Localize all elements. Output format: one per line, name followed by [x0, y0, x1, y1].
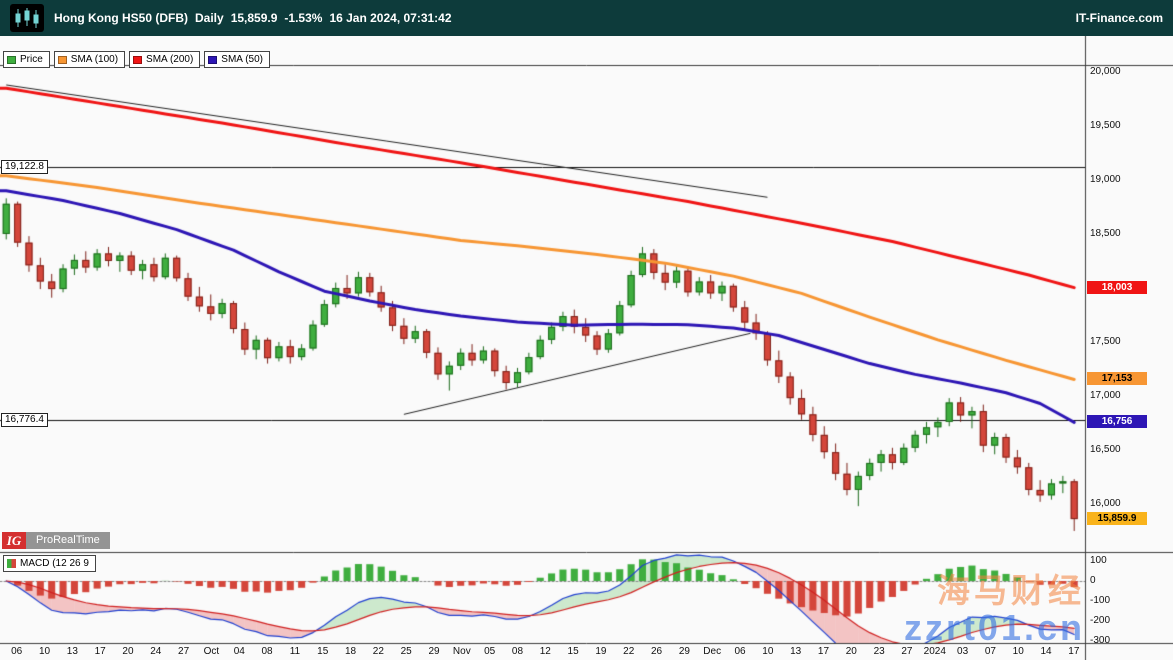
- last-price: 15,859.9: [230, 11, 278, 25]
- date-axis-label: 18: [344, 646, 357, 657]
- date-axis-label: 20: [845, 646, 857, 657]
- date-axis-label: Dec: [703, 646, 722, 657]
- macd-label-text: MACD (12 26 9: [20, 558, 89, 569]
- series-label: SMA (200): [146, 54, 194, 65]
- date-axis-label: 08: [261, 646, 273, 657]
- date-axis-label: 17: [1068, 646, 1080, 657]
- price-axis-label: 17,000: [1090, 389, 1121, 401]
- price-axis-label: 19,000: [1090, 173, 1121, 185]
- date-axis-label: 15: [317, 646, 329, 657]
- date-axis-label: 05: [484, 646, 496, 657]
- date-axis-label: 13: [790, 646, 802, 657]
- prorealtime-logo: ProRealTime: [26, 532, 110, 549]
- macd-axis-label: -200: [1090, 615, 1111, 626]
- date-axis-label: 23: [873, 646, 885, 657]
- macd-axis-label: -100: [1090, 595, 1111, 606]
- chart-area: Price SMA (100) SMA (200) SMA (50) 20,000 19…: [0, 36, 1173, 660]
- legend-item-sma-100[interactable]: SMA (100): [53, 51, 126, 68]
- series-color-chip: [57, 55, 67, 64]
- price-badge: 15,859.9: [1087, 512, 1147, 526]
- date-axis-label: 20: [122, 646, 134, 657]
- series-color-chip: [7, 55, 16, 64]
- price-badge: 16,756: [1087, 415, 1147, 429]
- date-axis-label: 29: [678, 646, 690, 657]
- level-line-label: 19,122.8: [1, 159, 48, 174]
- date-axis-label: 19: [595, 646, 607, 657]
- series-color-chip: [133, 55, 143, 64]
- date-axis-label: 04: [233, 646, 245, 657]
- date-axis-label: 17: [817, 646, 830, 657]
- date-axis-label: 12: [539, 646, 551, 657]
- macd-indicator-label[interactable]: MACD (12 26 9: [3, 555, 96, 572]
- quote-datetime: 16 Jan 2024, 07:31:42: [329, 11, 452, 25]
- level-line-label: 16,776.4: [1, 413, 48, 428]
- app-logo-icon: [10, 4, 44, 32]
- series-label: Price: [20, 54, 43, 65]
- date-axis-label: 26: [651, 646, 663, 657]
- provider-brand: IT-Finance.com: [1075, 11, 1163, 25]
- price-axis-label: 19,500: [1090, 119, 1121, 131]
- date-axis-label: 13: [66, 646, 78, 657]
- price-change: -1.53%: [284, 11, 323, 25]
- date-axis-label: Oct: [203, 646, 220, 657]
- date-axis-label: 08: [511, 646, 524, 657]
- series-label: SMA (50): [221, 54, 263, 65]
- chart-period: Daily: [195, 11, 224, 25]
- date-axis-label: 27: [901, 646, 913, 657]
- price-axis-label: 20,000: [1090, 66, 1121, 77]
- title-bar: Hong Kong HS50 (DFB) Daily 15,859.9 -1.5…: [0, 0, 1173, 36]
- series-legend: Price SMA (100) SMA (200) SMA (50): [3, 51, 270, 68]
- legend-item-sma-200[interactable]: SMA (200): [129, 51, 201, 68]
- date-axis-label: 14: [1040, 646, 1052, 657]
- macd-icon: [7, 559, 16, 568]
- instrument-name: Hong Kong HS50 (DFB): [54, 11, 188, 25]
- ig-logo: IG: [2, 532, 26, 549]
- date-axis-label: 03: [957, 646, 969, 657]
- date-axis-label: 22: [372, 646, 384, 657]
- price-badge: 18,003: [1087, 280, 1147, 294]
- price-axis-label: 16,000: [1090, 497, 1121, 509]
- price-chart-canvas[interactable]: [0, 36, 1173, 660]
- date-axis-label: 27: [178, 646, 190, 657]
- legend-item-price[interactable]: Price: [3, 51, 50, 68]
- price-badge: 17,153: [1087, 372, 1147, 386]
- chart-title: Hong Kong HS50 (DFB) Daily 15,859.9 -1.5…: [54, 11, 452, 25]
- date-axis-label: 24: [150, 646, 162, 657]
- date-axis-label: 10: [1012, 646, 1024, 657]
- platform-branding: IG ProRealTime: [2, 532, 110, 549]
- price-axis-label: 17,500: [1090, 335, 1121, 347]
- series-label: SMA (100): [70, 54, 119, 65]
- date-axis-label: 22: [623, 646, 635, 657]
- date-axis-label: 10: [762, 646, 774, 657]
- date-axis-label: 07: [984, 646, 996, 657]
- date-axis-label: 2024: [923, 646, 946, 657]
- date-axis-label: 29: [428, 646, 440, 657]
- price-axis-label: 18,500: [1090, 227, 1121, 239]
- legend-item-sma-50[interactable]: SMA (50): [204, 51, 270, 68]
- date-axis-label: Nov: [452, 646, 471, 657]
- date-axis-label: 17: [94, 646, 106, 657]
- macd-axis-label: -300: [1090, 635, 1111, 646]
- date-axis-label: 25: [400, 646, 412, 657]
- series-color-chip: [208, 55, 218, 64]
- date-axis-label: 15: [567, 646, 579, 657]
- macd-axis-label: 0: [1090, 575, 1096, 586]
- candlestick-logo-glyph: [15, 8, 39, 28]
- date-axis-label: 10: [38, 646, 51, 657]
- macd-axis-label: 100: [1090, 555, 1107, 566]
- date-axis-label: 06: [734, 646, 746, 657]
- date-axis-label: 06: [11, 646, 23, 657]
- price-axis-label: 16,500: [1090, 443, 1121, 455]
- date-axis-label: 11: [289, 646, 301, 657]
